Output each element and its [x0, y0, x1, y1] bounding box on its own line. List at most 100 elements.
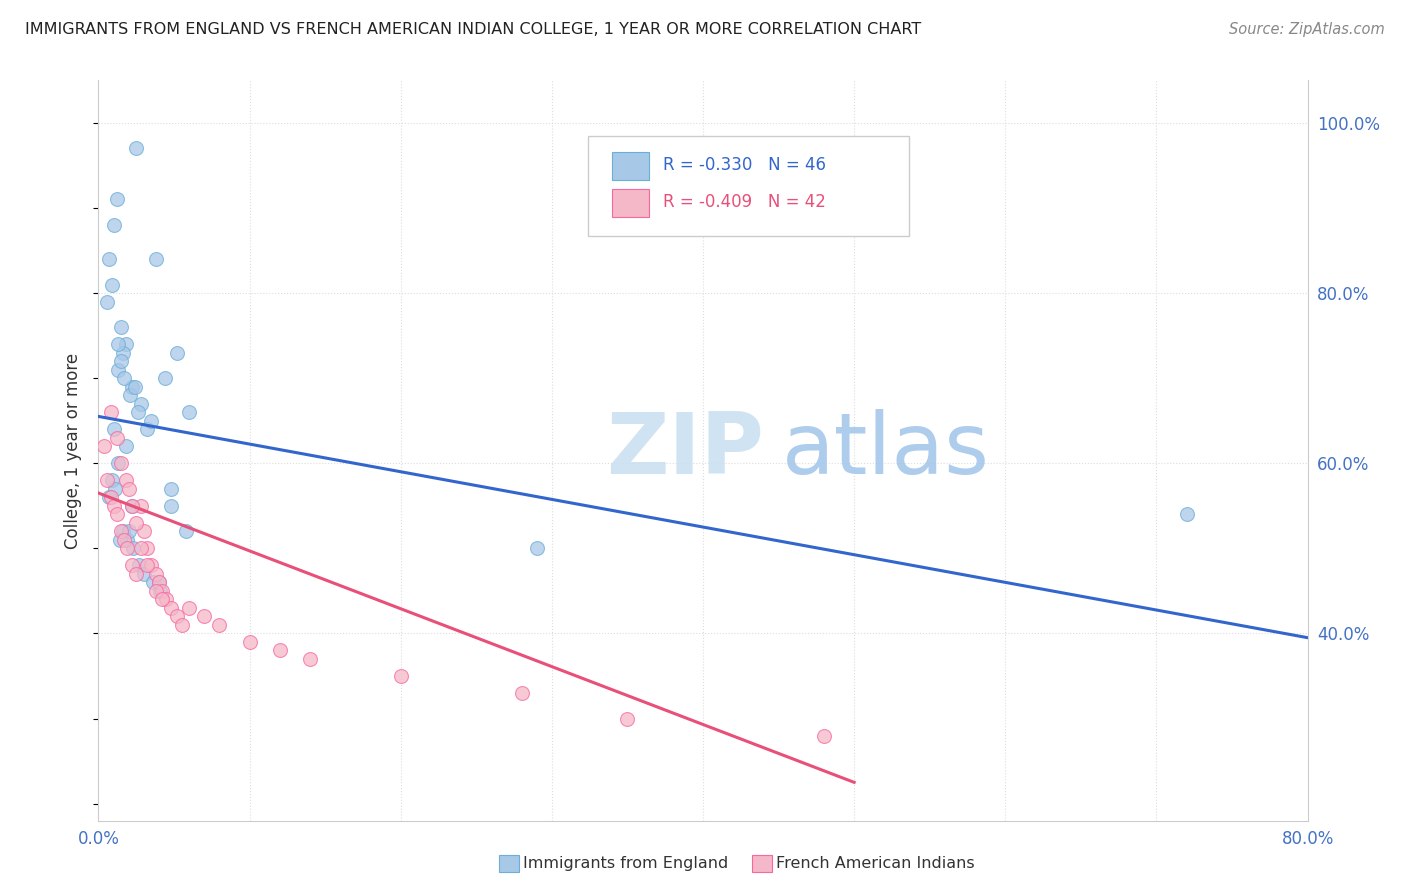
- Point: [193, 609, 215, 624]
- Text: Immigrants from England: Immigrants from England: [523, 856, 728, 871]
- Point: [135, 422, 157, 436]
- Point: [160, 600, 183, 615]
- Point: [103, 422, 125, 436]
- Bar: [613, 153, 648, 180]
- Point: [93, 439, 115, 453]
- Text: atlas: atlas: [782, 409, 990, 492]
- Point: [105, 508, 128, 522]
- Point: [98, 252, 121, 266]
- Point: [145, 252, 167, 266]
- Point: [105, 193, 128, 207]
- Point: [115, 533, 138, 547]
- Point: [122, 541, 145, 556]
- Point: [115, 541, 138, 556]
- Point: [510, 686, 533, 700]
- Point: [121, 558, 143, 573]
- Point: [121, 499, 143, 513]
- Point: [166, 609, 188, 624]
- Point: [110, 354, 132, 368]
- Text: ZIP: ZIP: [606, 409, 763, 492]
- Point: [112, 371, 135, 385]
- Point: [160, 482, 183, 496]
- Point: [128, 558, 150, 573]
- Point: [98, 490, 121, 504]
- Point: [148, 575, 170, 590]
- Point: [103, 499, 125, 513]
- Point: [100, 405, 122, 419]
- Point: [101, 473, 124, 487]
- Point: [150, 583, 173, 598]
- Point: [114, 439, 136, 453]
- Point: [389, 669, 412, 683]
- Point: [96, 294, 118, 309]
- Point: [150, 592, 173, 607]
- Point: [96, 473, 118, 487]
- Text: R = -0.330   N = 46: R = -0.330 N = 46: [664, 156, 827, 175]
- Point: [125, 141, 148, 155]
- Point: [121, 499, 143, 513]
- Point: [107, 362, 129, 376]
- Point: [125, 566, 148, 581]
- Text: R = -0.409   N = 42: R = -0.409 N = 42: [664, 194, 825, 211]
- Point: [118, 524, 141, 539]
- Text: French American Indians: French American Indians: [776, 856, 974, 871]
- Point: [1175, 508, 1198, 522]
- Point: [141, 414, 163, 428]
- Bar: [613, 189, 648, 218]
- Point: [105, 431, 128, 445]
- Point: [135, 558, 157, 573]
- Point: [107, 337, 129, 351]
- Text: Source: ZipAtlas.com: Source: ZipAtlas.com: [1229, 22, 1385, 37]
- Point: [153, 371, 176, 385]
- Point: [125, 516, 148, 530]
- Point: [112, 533, 135, 547]
- Point: [616, 712, 638, 726]
- Point: [129, 499, 152, 513]
- Point: [526, 541, 548, 556]
- Point: [141, 558, 163, 573]
- Point: [179, 405, 201, 419]
- Y-axis label: College, 1 year or more: College, 1 year or more: [65, 352, 83, 549]
- Point: [111, 345, 134, 359]
- Point: [149, 583, 172, 598]
- Point: [103, 218, 125, 232]
- Point: [208, 618, 231, 632]
- Point: [132, 524, 155, 539]
- Point: [114, 473, 136, 487]
- Point: [101, 277, 124, 292]
- Point: [813, 729, 835, 743]
- Point: [111, 524, 134, 539]
- Point: [127, 405, 149, 419]
- Point: [124, 379, 146, 393]
- Point: [174, 524, 197, 539]
- Point: [155, 592, 177, 607]
- Point: [239, 635, 262, 649]
- Text: IMMIGRANTS FROM ENGLAND VS FRENCH AMERICAN INDIAN COLLEGE, 1 YEAR OR MORE CORREL: IMMIGRANTS FROM ENGLAND VS FRENCH AMERIC…: [25, 22, 921, 37]
- Point: [129, 541, 152, 556]
- Point: [129, 397, 152, 411]
- FancyBboxPatch shape: [588, 136, 908, 235]
- Point: [145, 566, 167, 581]
- Point: [160, 499, 183, 513]
- Point: [170, 618, 193, 632]
- Point: [179, 600, 201, 615]
- Point: [269, 643, 291, 657]
- Point: [110, 524, 132, 539]
- Point: [135, 541, 157, 556]
- Point: [110, 456, 132, 470]
- Point: [148, 575, 170, 590]
- Point: [104, 482, 127, 496]
- Point: [110, 320, 132, 334]
- Point: [100, 490, 122, 504]
- Point: [118, 482, 141, 496]
- Point: [142, 575, 165, 590]
- Point: [121, 379, 143, 393]
- Point: [114, 337, 136, 351]
- Point: [107, 456, 129, 470]
- Point: [108, 533, 131, 547]
- Point: [120, 388, 142, 402]
- Point: [145, 583, 167, 598]
- Point: [132, 566, 155, 581]
- Point: [166, 345, 188, 359]
- Point: [299, 652, 322, 666]
